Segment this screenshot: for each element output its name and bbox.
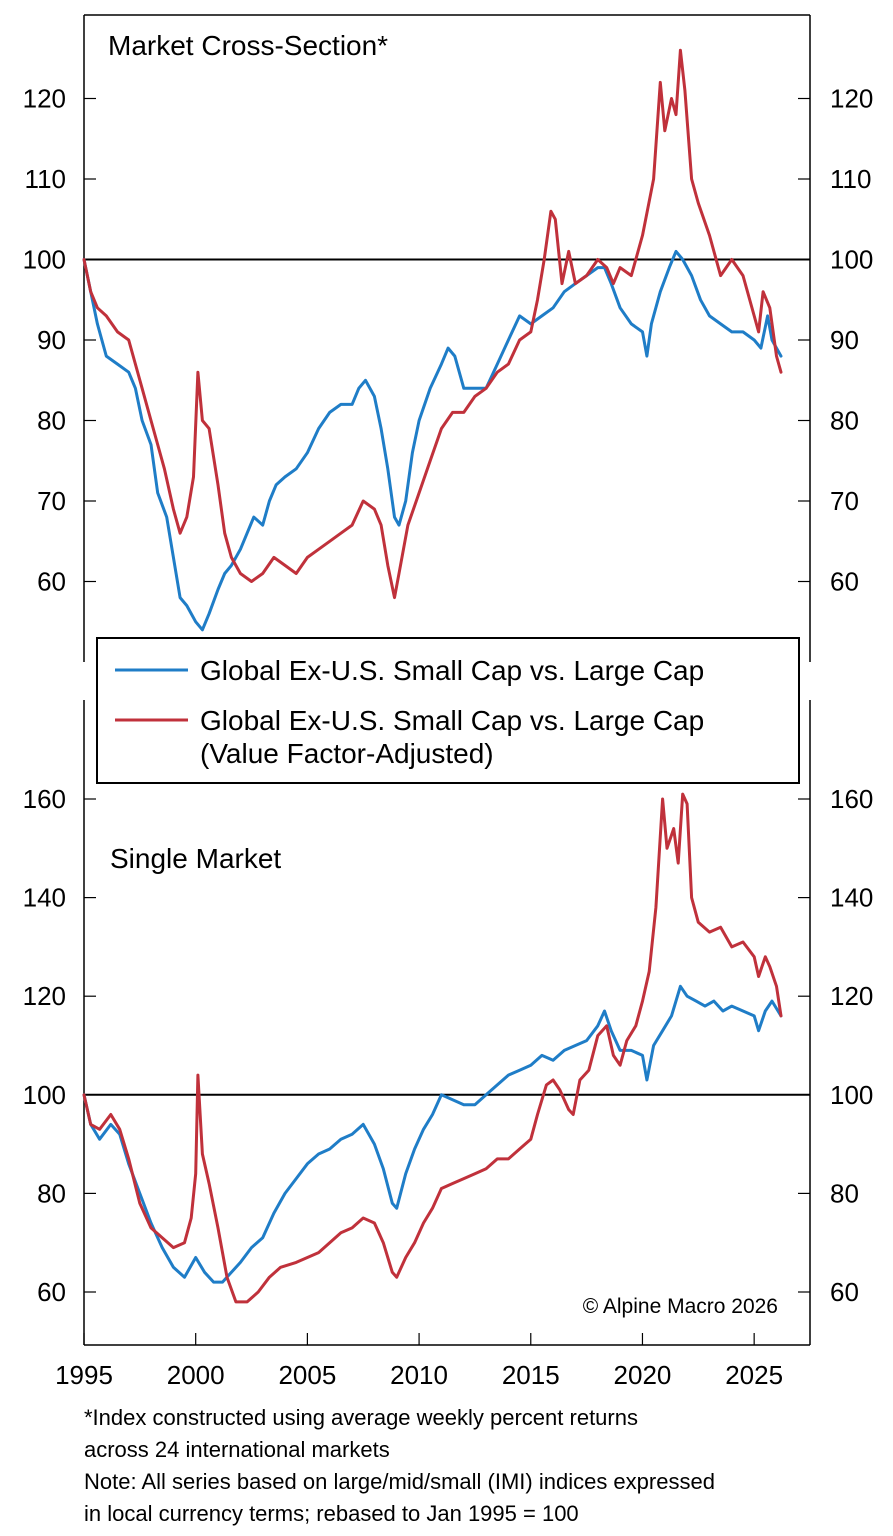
series-line-small-vs-large — [82, 249, 783, 632]
y-tick-label-left: 140 — [23, 883, 66, 913]
x-tick-label: 2015 — [502, 1360, 560, 1390]
y-tick-label-right: 90 — [830, 325, 859, 355]
y-tick-label-left: 60 — [37, 1277, 66, 1307]
y-tick-label-right: 70 — [830, 486, 859, 516]
panel-title: Single Market — [110, 843, 281, 874]
y-tick-label-right: 60 — [830, 567, 859, 597]
x-tick-label: 2025 — [725, 1360, 783, 1390]
series-line-value-adjusted — [82, 48, 783, 600]
y-tick-label-right: 110 — [830, 164, 871, 194]
y-tick-label-left: 90 — [37, 325, 66, 355]
y-tick-label-left: 110 — [25, 164, 66, 194]
y-tick-label-left: 60 — [37, 567, 66, 597]
y-tick-label-right: 160 — [830, 784, 873, 814]
y-tick-label-left: 120 — [23, 84, 66, 114]
y-tick-label-left: 100 — [23, 245, 66, 275]
footnote-line: across 24 international markets — [84, 1437, 390, 1462]
y-tick-label-right: 140 — [830, 883, 873, 913]
footnotes: *Index constructed using average weekly … — [84, 1402, 884, 1530]
footnote-line: Note: All series based on large/mid/smal… — [84, 1469, 715, 1494]
legend-box — [96, 637, 800, 784]
panel-title: Market Cross-Section* — [108, 30, 388, 61]
x-tick-label: 1995 — [55, 1360, 113, 1390]
x-tick-label: 2020 — [614, 1360, 672, 1390]
y-tick-label-right: 80 — [830, 1178, 859, 1208]
y-tick-label-right: 120 — [830, 981, 873, 1011]
legend-label: Global Ex-U.S. Small Cap vs. Large Cap — [200, 655, 704, 686]
series-line-small-vs-large — [82, 984, 783, 1284]
x-tick-label: 2005 — [278, 1360, 336, 1390]
y-tick-label-left: 160 — [23, 784, 66, 814]
legend-label: Global Ex-U.S. Small Cap vs. Large Cap — [200, 705, 704, 736]
footnote-line: in local currency terms; rebased to Jan … — [84, 1501, 579, 1526]
y-tick-label-left: 80 — [37, 1178, 66, 1208]
legend-label: (Value Factor-Adjusted) — [200, 738, 494, 769]
copyright-note: © Alpine Macro 2026 — [583, 1295, 778, 1318]
y-tick-label-left: 70 — [37, 486, 66, 516]
series-line-value-adjusted — [82, 792, 783, 1304]
y-tick-label-left: 100 — [23, 1080, 66, 1110]
y-tick-label-right: 60 — [830, 1277, 859, 1307]
bottom-panel-single-market: 60 60 80 80 100 100 120 120 140 140 160 160 Single M… — [23, 700, 873, 1345]
top-panel-market-cross-section: 60 60 70 70 80 80 90 90 100 100 110 110 120 120 Market… — [23, 14, 873, 662]
y-tick-label-left: 80 — [37, 406, 66, 436]
x-tick-label: 2010 — [390, 1360, 448, 1390]
y-tick-label-right: 120 — [830, 84, 873, 114]
legend: Global Ex-U.S. Small Cap vs. Large Cap Gl… — [96, 637, 800, 784]
y-tick-label-left: 120 — [23, 981, 66, 1011]
footnote-line: *Index constructed using average weekly … — [84, 1405, 638, 1430]
y-tick-label-right: 80 — [830, 406, 859, 436]
x-tick-label: 2000 — [167, 1360, 225, 1390]
y-tick-label-right: 100 — [830, 1080, 873, 1110]
y-tick-label-right: 100 — [830, 245, 873, 275]
x-axis: 1995 2000 2005 2010 2015 2020 2025 — [55, 1333, 810, 1390]
